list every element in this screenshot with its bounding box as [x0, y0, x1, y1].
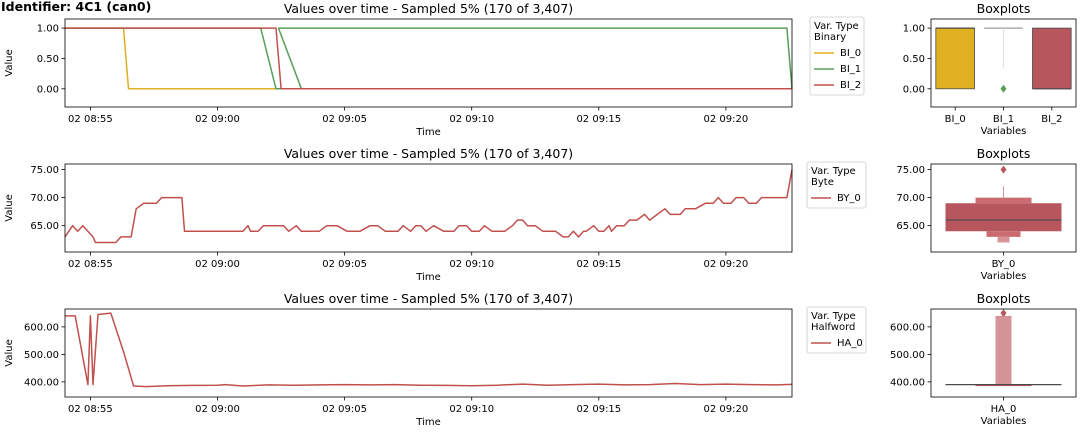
- boxplot-outlier: [1000, 165, 1007, 174]
- y-tick-label: 1.00: [903, 24, 925, 35]
- series-line-bi_2: [65, 27, 792, 90]
- y-tick-label: 0.50: [903, 54, 925, 65]
- legend-label: BI_2: [840, 80, 861, 91]
- y-tick-label: 65.00: [30, 221, 59, 232]
- category-label: BI_1: [993, 114, 1014, 125]
- legend-label: BI_1: [840, 64, 861, 75]
- x-tick-label: 02 09:05: [322, 259, 367, 270]
- category-label: BI_0: [945, 114, 966, 125]
- y-tick-label: 500.00: [24, 350, 59, 361]
- plot-frame: [930, 163, 1077, 253]
- x-tick-label: 02 09:15: [576, 259, 621, 270]
- category-label: HA_0: [991, 404, 1017, 415]
- y-tick-label: 400.00: [890, 377, 925, 388]
- y-tick-label: 0.00: [37, 84, 59, 95]
- boxplot-inner-box: [986, 231, 1021, 237]
- boxplot-title: Boxplots: [977, 146, 1031, 161]
- legend-title: Byte: [811, 177, 834, 188]
- legend-label: BI_0: [840, 48, 861, 59]
- x-tick-label: 02 09:20: [704, 404, 749, 415]
- x-axis-label: Time: [415, 272, 440, 283]
- y-tick-label: 600.00: [24, 322, 59, 333]
- legend-title: Var. Type: [811, 311, 856, 322]
- x-axis-label: Variables: [981, 271, 1027, 282]
- y-tick-label: 1.00: [37, 24, 59, 35]
- x-tick-label: 02 09:10: [449, 259, 494, 270]
- x-tick-label: 02 08:55: [68, 404, 113, 415]
- x-tick-label: 02 09:15: [576, 404, 621, 415]
- legend-box: [806, 161, 867, 209]
- legend-label: BY_0: [837, 193, 861, 204]
- x-axis-label: Time: [415, 127, 440, 138]
- x-tick-label: 02 09:00: [195, 114, 240, 125]
- y-tick-label: 0.00: [903, 84, 925, 95]
- legend-box: [806, 306, 867, 354]
- line-chart-title: Values over time - Sampled 5% (170 of 3,…: [284, 291, 573, 306]
- legend-label: HA_0: [837, 338, 863, 349]
- y-tick-label: 75.00: [896, 165, 925, 176]
- y-tick-label: 600.00: [890, 322, 925, 333]
- line-chart-title: Values over time - Sampled 5% (170 of 3,…: [284, 146, 573, 161]
- x-axis-label: Variables: [981, 126, 1027, 137]
- x-tick-label: 02 08:55: [68, 114, 113, 125]
- boxplot-outlier: [1000, 309, 1007, 318]
- category-label: BI_2: [1041, 114, 1062, 125]
- boxplot-inner-box: [997, 236, 1010, 243]
- plot-frame: [64, 163, 793, 253]
- y-tick-label: 0.50: [37, 54, 59, 65]
- x-tick-label: 02 09:00: [195, 259, 240, 270]
- category-label: BY_0: [992, 259, 1016, 270]
- legend-box: [809, 16, 865, 96]
- boxplot-inner-box: [975, 197, 1032, 204]
- plot-frame: [930, 18, 1077, 108]
- y-axis-label: Value: [4, 194, 15, 221]
- boxplot-box-by_0: [945, 203, 1062, 232]
- x-axis-label: Variables: [981, 416, 1027, 427]
- y-tick-label: 75.00: [30, 165, 59, 176]
- x-tick-label: 02 09:10: [449, 114, 494, 125]
- series-line-bi_0: [65, 27, 792, 90]
- x-tick-label: 02 09:00: [195, 404, 240, 415]
- plot-frame: [64, 18, 793, 108]
- legend-title: Binary: [814, 32, 846, 43]
- y-tick-label: 70.00: [896, 193, 925, 204]
- boxplot-box-bi_2: [1032, 27, 1072, 90]
- plot-frame: [64, 308, 793, 398]
- boxplot-box-bi_0: [935, 27, 975, 90]
- x-axis-label: Time: [415, 417, 440, 428]
- legend-title: Var. Type: [811, 166, 856, 177]
- series-line-ha_0: [65, 312, 793, 388]
- series-line-by_0: [64, 169, 793, 244]
- boxplot-box-ha_0: [995, 315, 1012, 385]
- x-tick-label: 02 09:10: [449, 404, 494, 415]
- x-tick-label: 02 09:05: [322, 404, 367, 415]
- identifier-label: Identifier: 4C1 (can0): [1, 0, 152, 14]
- series-line-bi_1: [65, 27, 793, 90]
- y-tick-label: 70.00: [30, 193, 59, 204]
- boxplot-outlier: [1000, 84, 1007, 93]
- legend-title: Var. Type: [814, 21, 859, 32]
- boxplot-title: Boxplots: [977, 291, 1031, 306]
- legend-title: Halfword: [811, 322, 855, 333]
- x-tick-label: 02 09:15: [576, 114, 621, 125]
- plot-frame: [930, 308, 1077, 398]
- y-tick-label: 500.00: [890, 350, 925, 361]
- x-tick-label: 02 09:20: [704, 259, 749, 270]
- boxplot-title: Boxplots: [977, 1, 1031, 16]
- y-tick-label: 400.00: [24, 377, 59, 388]
- x-tick-label: 02 09:20: [704, 114, 749, 125]
- y-axis-label: Value: [4, 49, 15, 76]
- x-tick-label: 02 08:55: [68, 259, 113, 270]
- y-tick-label: 65.00: [896, 221, 925, 232]
- y-axis-label: Value: [4, 339, 15, 366]
- x-tick-label: 02 09:05: [322, 114, 367, 125]
- line-chart-title: Values over time - Sampled 5% (170 of 3,…: [284, 1, 573, 16]
